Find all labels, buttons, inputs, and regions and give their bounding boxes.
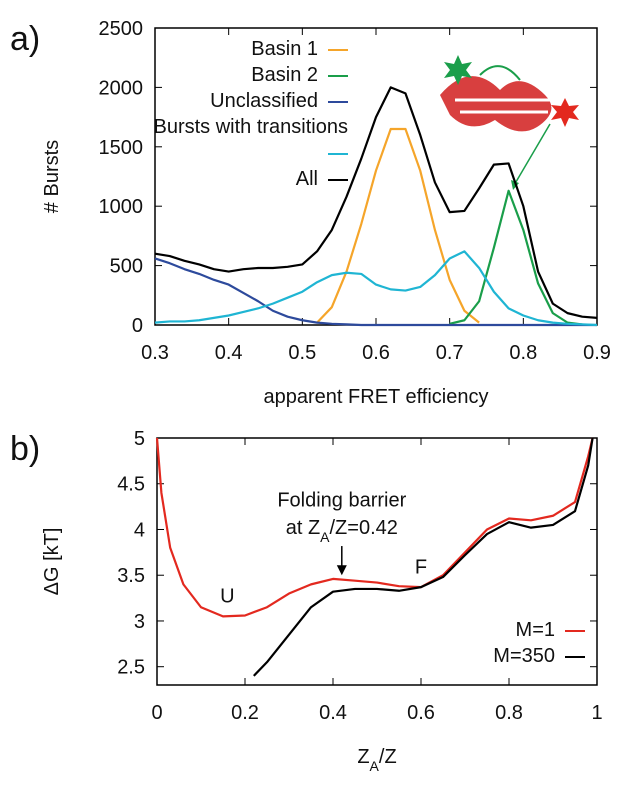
x-tick-label: 1 bbox=[591, 702, 602, 724]
x-tick-label: 0.6 bbox=[407, 702, 435, 724]
x-tick-label: 0.4 bbox=[215, 342, 243, 364]
x-tick-label: 0.5 bbox=[288, 342, 316, 364]
legend-swatch bbox=[565, 629, 585, 632]
series-line bbox=[155, 437, 594, 618]
series-line bbox=[154, 257, 597, 327]
legend: Basin 1 Basin 2 Unclassified Bursts with tr… bbox=[148, 36, 348, 192]
y-tick-label: 2000 bbox=[99, 77, 144, 99]
x-axis-label-part: Z bbox=[357, 746, 369, 768]
y-tick-label: 0 bbox=[132, 315, 143, 337]
legend: M=1 M=350 bbox=[425, 617, 585, 669]
legend-entry: Basin 2 bbox=[148, 62, 348, 88]
x-tick-label: 0.8 bbox=[509, 342, 537, 364]
x-axis-label-part: /Z bbox=[379, 746, 397, 768]
legend-label: M=350 bbox=[493, 645, 555, 667]
plot-frame bbox=[156, 437, 598, 686]
series-line bbox=[449, 189, 583, 326]
legend-swatch bbox=[328, 74, 348, 77]
protein-illustration bbox=[440, 55, 579, 190]
panel-label: b) bbox=[10, 430, 40, 468]
x-tick-label: 0.2 bbox=[231, 702, 259, 724]
y-tick-label: 1500 bbox=[99, 137, 144, 159]
legend-label: M=1 bbox=[515, 619, 555, 641]
legend-entry: Basin 1 bbox=[148, 36, 348, 62]
x-axis-label: ZA/Z bbox=[357, 746, 396, 774]
legend-swatch bbox=[328, 100, 348, 103]
legend-entry: Unclassified bbox=[148, 88, 348, 114]
legend-entry: Bursts with transitions bbox=[148, 114, 348, 166]
annotation: Folding barrier bbox=[277, 490, 406, 512]
y-tick-label: 3.5 bbox=[117, 565, 145, 587]
annotation: U bbox=[220, 586, 234, 608]
y-tick-label: 500 bbox=[110, 256, 143, 278]
legend-entry: M=350 bbox=[425, 643, 585, 669]
x-axis-label-part: A bbox=[370, 758, 380, 774]
x-tick-label: 0.7 bbox=[436, 342, 464, 364]
y-tick-label: 1000 bbox=[99, 196, 144, 218]
y-tick-label: 5 bbox=[134, 428, 145, 450]
series-line bbox=[253, 437, 594, 677]
annotation: at ZA/Z=0.42 bbox=[286, 517, 398, 545]
y-tick-label: 2.5 bbox=[117, 657, 145, 679]
series-line bbox=[154, 250, 598, 327]
series-line bbox=[154, 86, 598, 319]
y-tick-label: 3 bbox=[134, 611, 145, 633]
series-line bbox=[316, 127, 480, 324]
legend-swatch bbox=[328, 178, 348, 181]
x-axis-label: apparent FRET efficiency bbox=[264, 386, 489, 408]
legend-label: Unclassified bbox=[210, 90, 318, 112]
x-tick-label: 0.6 bbox=[362, 342, 390, 364]
legend-swatch bbox=[565, 655, 585, 658]
x-tick-label: 0.3 bbox=[141, 342, 169, 364]
annotation: F bbox=[415, 556, 427, 578]
annotation-part: A bbox=[320, 529, 330, 545]
annotation-part: at Z bbox=[286, 517, 320, 539]
y-tick-label: 4.5 bbox=[117, 474, 145, 496]
y-axis-label: ΔG [kT] bbox=[41, 528, 63, 596]
y-tick-label: 4 bbox=[134, 519, 145, 541]
legend-label: Basin 2 bbox=[251, 64, 318, 86]
legend-swatch bbox=[328, 48, 348, 51]
x-tick-label: 0.8 bbox=[495, 702, 523, 724]
legend-label: Basin 1 bbox=[251, 38, 318, 60]
panel-label: a) bbox=[10, 20, 40, 58]
annotation-arrowhead bbox=[336, 565, 347, 576]
legend-entry: M=1 bbox=[425, 617, 585, 643]
x-tick-label: 0 bbox=[151, 702, 162, 724]
legend-label: Bursts with transitions bbox=[153, 116, 348, 138]
annotation-part: /Z=0.42 bbox=[330, 517, 398, 539]
y-axis-label: # Bursts bbox=[41, 140, 63, 213]
y-tick-label: 2500 bbox=[99, 18, 144, 40]
legend-entry: All bbox=[148, 166, 348, 192]
x-tick-label: 0.9 bbox=[583, 342, 611, 364]
legend-label: All bbox=[295, 168, 318, 190]
legend-swatch bbox=[328, 152, 348, 155]
x-tick-label: 0.4 bbox=[319, 702, 347, 724]
